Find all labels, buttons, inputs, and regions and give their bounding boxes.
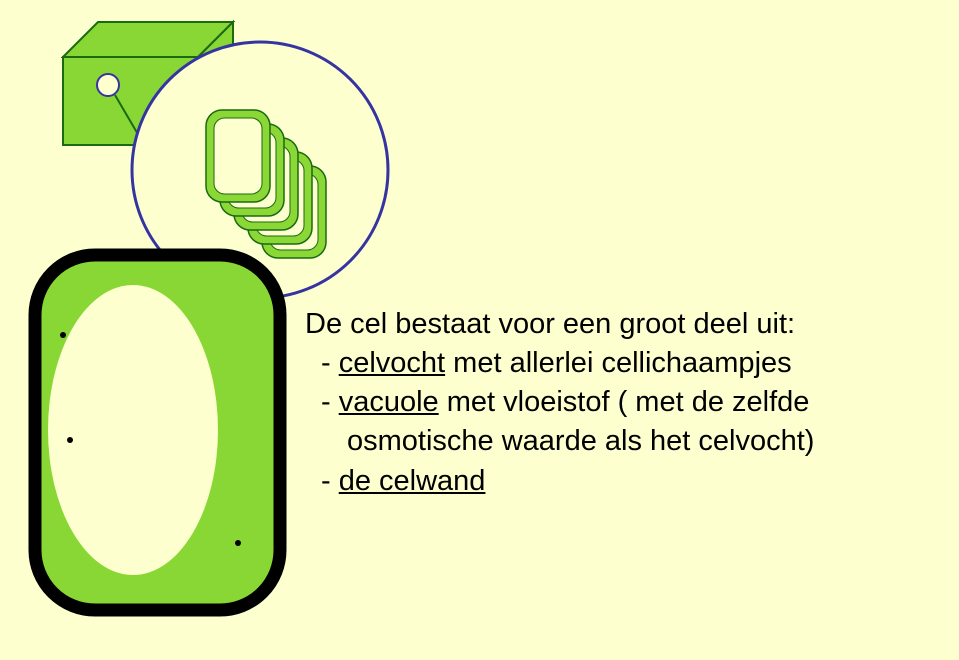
- text-line-4: osmotische waarde als het celvocht): [347, 422, 814, 461]
- text-line-1: De cel bestaat voor een groot deel uit:: [305, 305, 814, 344]
- text-line-3: - vacuole met vloeistof ( met de zelfde: [321, 383, 814, 422]
- cell-diagram: [35, 255, 280, 610]
- description-text: De cel bestaat voor een groot deel uit: …: [305, 305, 814, 501]
- text-line-2: - celvocht met allerlei cellichaampjes: [321, 344, 814, 383]
- text-line-5: - de celwand: [321, 462, 814, 501]
